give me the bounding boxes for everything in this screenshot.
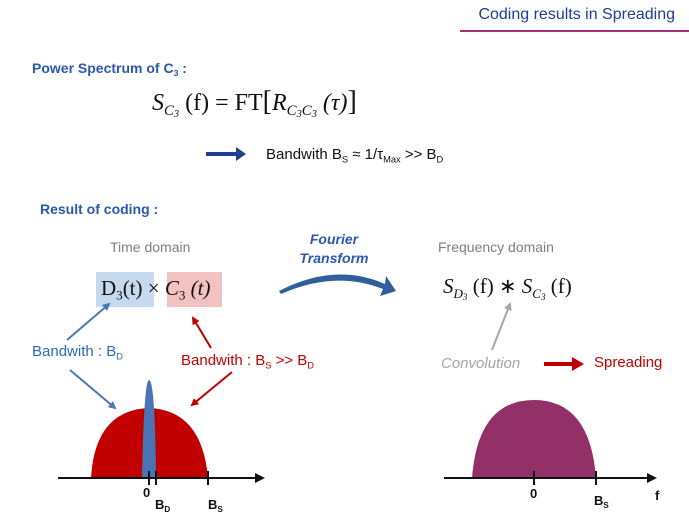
fourier-label-line2: Transform [299, 250, 369, 266]
arrow-to-d3 [66, 302, 111, 341]
power-spectrum-formula: SC3 (f) = FT[RC3C3 (τ)] [152, 86, 357, 121]
d3-highlight-box [96, 272, 154, 307]
arrow-to-convolution [491, 302, 512, 351]
arrow-to-wide-spectrum [190, 371, 233, 407]
fourier-label-line1: Fourier [309, 231, 359, 247]
power-spectrum-heading: Power Spectrum of C3 : [32, 60, 187, 78]
heading-colon: : [178, 60, 187, 76]
heading-subscript: 3 [173, 68, 179, 79]
time-domain-label: Time domain [110, 239, 191, 255]
convolution-label: Convolution [441, 355, 521, 372]
title-underline [460, 30, 689, 32]
spreading-label: Spreading [594, 354, 663, 371]
left-axis-bd-label: BD [155, 497, 171, 514]
right-axis-bs-label: BS [594, 493, 609, 510]
bandwidth-s-annotation: Bandwith : BS >> BD [181, 352, 314, 371]
implies-arrow [206, 147, 246, 161]
result-heading: Result of coding : [40, 201, 159, 217]
arrow-to-c3 [191, 316, 212, 349]
left-axis-zero-label: 0 [143, 485, 151, 500]
frequency-domain-label: Frequency domain [438, 239, 554, 255]
time-product-formula: D3(t) × C3 (t) [101, 276, 211, 303]
bandwidth-statement: Bandwith BS ≈ 1/τMax >> BD [266, 146, 444, 165]
right-axis-zero-label: 0 [530, 486, 538, 501]
fourier-curved-arrow [279, 274, 396, 296]
c3-highlight-box [167, 272, 222, 307]
frequency-product-formula: SD3 (f) ∗ SC3 (f) [443, 274, 572, 302]
slide-title: Coding results in Spreading [478, 6, 675, 23]
arrow-to-narrow-spectrum [69, 369, 117, 410]
right-axis-f-label: f [655, 488, 660, 503]
bandwidth-d-annotation: Bandwith : BD [32, 343, 123, 362]
heading-text: Power Spectrum of C [32, 60, 174, 76]
narrow-spectrum-shape [142, 380, 156, 478]
spreading-arrow [544, 357, 584, 371]
spread-spectrum-shape [472, 400, 596, 478]
fourier-transform-label: Fourier Transform [290, 230, 378, 268]
left-axis-bs-label: BS [208, 497, 223, 514]
